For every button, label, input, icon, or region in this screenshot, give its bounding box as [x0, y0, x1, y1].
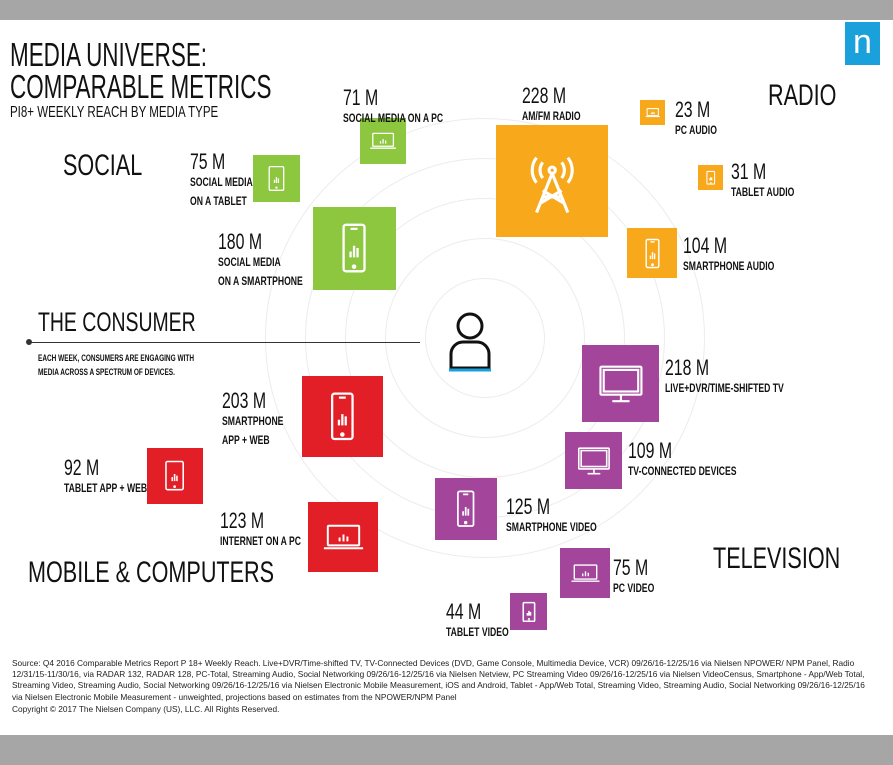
tile-laptop — [360, 118, 406, 164]
tile-phone — [627, 228, 677, 278]
metric-label: 75 M PC VIDEO — [613, 556, 654, 598]
metric-value: 109 M — [628, 438, 673, 463]
tablet-icon — [706, 170, 715, 185]
metric-value: 104 M — [683, 233, 728, 258]
metric-value: 44 M — [446, 599, 482, 624]
tile-tablet — [147, 448, 203, 504]
phone-icon — [331, 392, 354, 441]
metric-desc: SOCIAL MEDIA — [218, 255, 281, 270]
metric-value: 75 M — [190, 149, 226, 174]
bottom-bar — [0, 735, 893, 765]
metric-value: 218 M — [665, 355, 710, 380]
metric-value: 75 M — [613, 555, 649, 580]
metric-desc: AM/FM RADIO — [522, 109, 581, 124]
category-television: TELEVISION — [713, 542, 841, 575]
consumer-desc: EACH WEEK, CONSUMERS ARE ENGAGING WITH ME… — [38, 352, 194, 379]
metric-label: 125 M SMARTPHONE VIDEO — [506, 495, 597, 537]
metric-label: 23 M PC AUDIO — [675, 98, 717, 140]
metric-desc: SMARTPHONE — [222, 414, 284, 429]
title-line2: COMPARABLE METRICS — [10, 68, 272, 105]
phone-icon — [645, 238, 659, 268]
metric-label: 31 M TABLET AUDIO — [731, 160, 794, 202]
nielsen-logo: n — [845, 22, 880, 65]
metric-desc: APP + WEB — [222, 433, 270, 448]
metric-desc: ON A SMARTPHONE — [218, 274, 303, 289]
metric-desc: TABLET VIDEO — [446, 625, 509, 640]
tile-phone — [302, 376, 383, 457]
metric-value: 31 M — [731, 159, 767, 184]
metric-value: 92 M — [64, 455, 100, 480]
metric-label: 75 M SOCIAL MEDIA ON A TABLET — [190, 150, 253, 211]
subtitle: PI8+ WEEKLY REACH BY MEDIA TYPE — [10, 104, 219, 121]
phone-icon — [457, 490, 475, 528]
tile-phone — [435, 478, 497, 540]
desc-line: EACH WEEK, CONSUMERS ARE ENGAGING WITH — [38, 353, 195, 363]
source-note: Source: Q4 2016 Comparable Metrics Repor… — [12, 658, 865, 702]
laptop-icon — [323, 524, 363, 549]
metric-desc: TV-CONNECTED DEVICES — [628, 464, 737, 479]
tile-tower — [496, 125, 608, 237]
copyright: Copyright © 2017 The Nielsen Company (US… — [12, 704, 280, 714]
metric-desc: SOCIAL MEDIA — [190, 175, 253, 190]
tower-icon — [530, 156, 574, 213]
metric-value: 71 M — [343, 85, 379, 110]
metric-label: 123 M INTERNET ON A PC — [220, 509, 301, 551]
person-icon — [449, 312, 491, 372]
ring — [265, 118, 705, 558]
category-social: SOCIAL — [63, 149, 143, 182]
divider-dot — [26, 339, 32, 345]
tv-icon — [598, 365, 643, 402]
metric-desc: ON A TABLET — [190, 194, 247, 209]
tablet-icon — [522, 601, 535, 622]
metric-desc: SMARTPHONE AUDIO — [683, 259, 775, 274]
metric-desc: TABLET AUDIO — [731, 185, 795, 200]
metric-label: 180 M SOCIAL MEDIA ON A SMARTPHONE — [218, 230, 303, 291]
tile-laptop — [308, 502, 378, 572]
desc-line: MEDIA ACROSS A SPECTRUM OF DEVICES. — [38, 366, 175, 377]
tile-tablet — [253, 155, 300, 202]
category-radio: RADIO — [768, 79, 837, 112]
laptop-icon — [571, 563, 599, 582]
metric-label: 44 M TABLET VIDEO — [446, 600, 509, 642]
metric-label: 71 M SOCIAL MEDIA ON A PC — [343, 86, 443, 128]
tile-tablet — [698, 165, 723, 190]
category-mobile-computers: MOBILE & COMPUTERS — [28, 556, 275, 589]
metric-value: 203 M — [222, 388, 267, 413]
tile-laptop — [560, 548, 610, 598]
metric-label: 92 M TABLET APP + WEB — [64, 456, 147, 498]
laptop-icon — [645, 107, 660, 117]
metric-desc: TABLET APP + WEB — [64, 481, 148, 496]
metric-label: 228 M AM/FM RADIO — [522, 84, 581, 126]
metric-desc: PC VIDEO — [613, 581, 655, 596]
metric-desc: SMARTPHONE VIDEO — [506, 520, 597, 535]
tile-tablet — [510, 593, 547, 630]
tv-icon — [577, 446, 610, 475]
consumer-divider — [28, 342, 420, 343]
metric-label: 203 M SMARTPHONE APP + WEB — [222, 389, 283, 450]
metric-label: 218 M LIVE+DVR/TIME-SHIFTED TV — [665, 356, 784, 398]
metric-label: 104 M SMARTPHONE AUDIO — [683, 234, 774, 276]
consumer-heading: THE CONSUMER — [38, 307, 196, 337]
tablet-icon — [165, 461, 185, 491]
metric-desc: LIVE+DVR/TIME-SHIFTED TV — [665, 381, 784, 396]
tablet-icon — [268, 165, 285, 191]
metric-desc: SOCIAL MEDIA ON A PC — [343, 111, 444, 126]
tile-phone — [313, 207, 396, 290]
metric-value: 228 M — [522, 83, 567, 108]
laptop-icon — [370, 132, 396, 149]
tile-tv — [582, 345, 659, 422]
metric-value: 125 M — [506, 494, 551, 519]
metric-value: 23 M — [675, 97, 711, 122]
metric-label: 109 M TV-CONNECTED DEVICES — [628, 439, 736, 481]
metric-value: 123 M — [220, 508, 265, 533]
tile-tv — [565, 432, 622, 489]
metric-value: 180 M — [218, 229, 263, 254]
metric-desc: INTERNET ON A PC — [220, 534, 301, 549]
tile-laptop — [640, 100, 665, 125]
title-line1: MEDIA UNIVERSE: — [10, 36, 208, 73]
phone-icon — [342, 224, 367, 273]
metric-desc: PC AUDIO — [675, 123, 717, 138]
top-bar — [0, 0, 893, 20]
